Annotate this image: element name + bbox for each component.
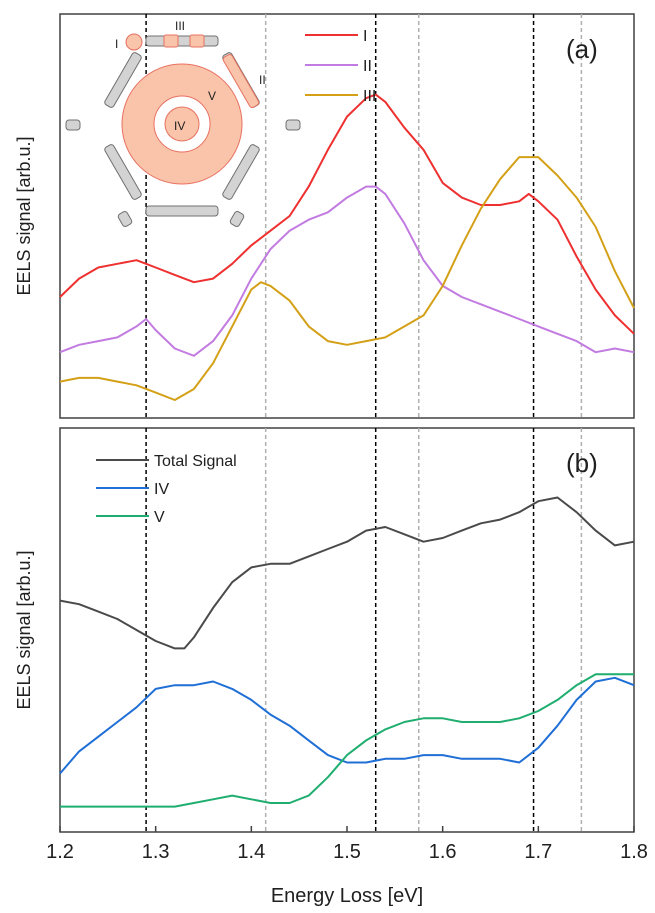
x-tick-label-6: 1.8 (620, 841, 648, 863)
panel-b-y-axis-label: EELS signal [arb.u.] (14, 550, 34, 709)
panel-b-vertical-lines (145, 428, 583, 832)
x-axis-label: Energy Loss [eV] (271, 885, 423, 907)
legend-b-label-total: Total Signal (154, 453, 237, 470)
legend-a: I II III (305, 28, 376, 105)
x-tick-label-1: 1.3 (142, 841, 170, 863)
panel-a-series-line-iii (59, 156, 635, 401)
panel-a: I III II V IV I II III (a) (59, 13, 635, 419)
inset-label-ii: II (259, 73, 266, 87)
legend-b: Total Signal IV V (96, 453, 237, 526)
inset-diagram: I III II V IV (65, 19, 301, 227)
legend-b-label-v: V (154, 509, 165, 526)
panel-b-frame (59, 427, 635, 833)
x-tick-label-2: 1.4 (237, 841, 265, 863)
panel-a-series-line-ii (59, 185, 635, 357)
legend-a-label-iii: III (363, 88, 376, 105)
inset-stub-right (285, 119, 301, 131)
panel-b-label: (b) (566, 448, 598, 478)
x-tick-label-4: 1.6 (429, 841, 457, 863)
panel-b-x-ticks: 1.2 1.3 1.4 1.5 1.6 1.7 1.8 (46, 826, 648, 863)
panel-a-series-line-i (59, 93, 635, 335)
inset-highlight-i (125, 33, 143, 51)
x-tick-label-5: 1.7 (524, 841, 552, 863)
inset-segment-top (145, 35, 219, 47)
inset-disk-iv (164, 106, 200, 142)
legend-b-label-iv: IV (154, 481, 169, 498)
inset-highlight-iii-b (189, 34, 205, 48)
inset-label-v: V (208, 89, 216, 103)
panel-b: 1.2 1.3 1.4 1.5 1.6 1.7 1.8 Total Signal IV V … (46, 427, 648, 863)
panel-a-label: (a) (566, 34, 598, 64)
inset-segment-bottom (145, 205, 219, 217)
inset-segment-lower-left (104, 144, 142, 200)
inset-stub-bottom-left (117, 211, 133, 227)
x-tick-label-0: 1.2 (46, 841, 74, 863)
panel-b-series (59, 496, 635, 808)
legend-a-label-ii: II (363, 58, 372, 75)
inset-stub-bottom-right (229, 211, 245, 227)
panel-a-vertical-lines (145, 14, 583, 418)
inset-label-i: I (115, 37, 118, 51)
legend-a-label-i: I (363, 28, 367, 45)
inset-label-iv: IV (174, 119, 185, 133)
inset-highlight-ii (222, 53, 260, 109)
inset-label-iii: III (175, 19, 185, 33)
panel-a-y-axis-label: EELS signal [arb.u.] (14, 136, 34, 295)
x-tick-label-3: 1.5 (333, 841, 361, 863)
inset-segment-upper-left (104, 52, 142, 108)
panel-a-series (59, 93, 635, 401)
inset-highlight-iii-a (163, 34, 179, 48)
panel-b-series-line-iv (59, 676, 635, 775)
panel-b-series-line-v (60, 673, 634, 808)
inset-stub-left (65, 119, 81, 131)
panel-b-series-line-total-signal (59, 496, 635, 650)
inset-segment-lower-right (222, 144, 260, 200)
